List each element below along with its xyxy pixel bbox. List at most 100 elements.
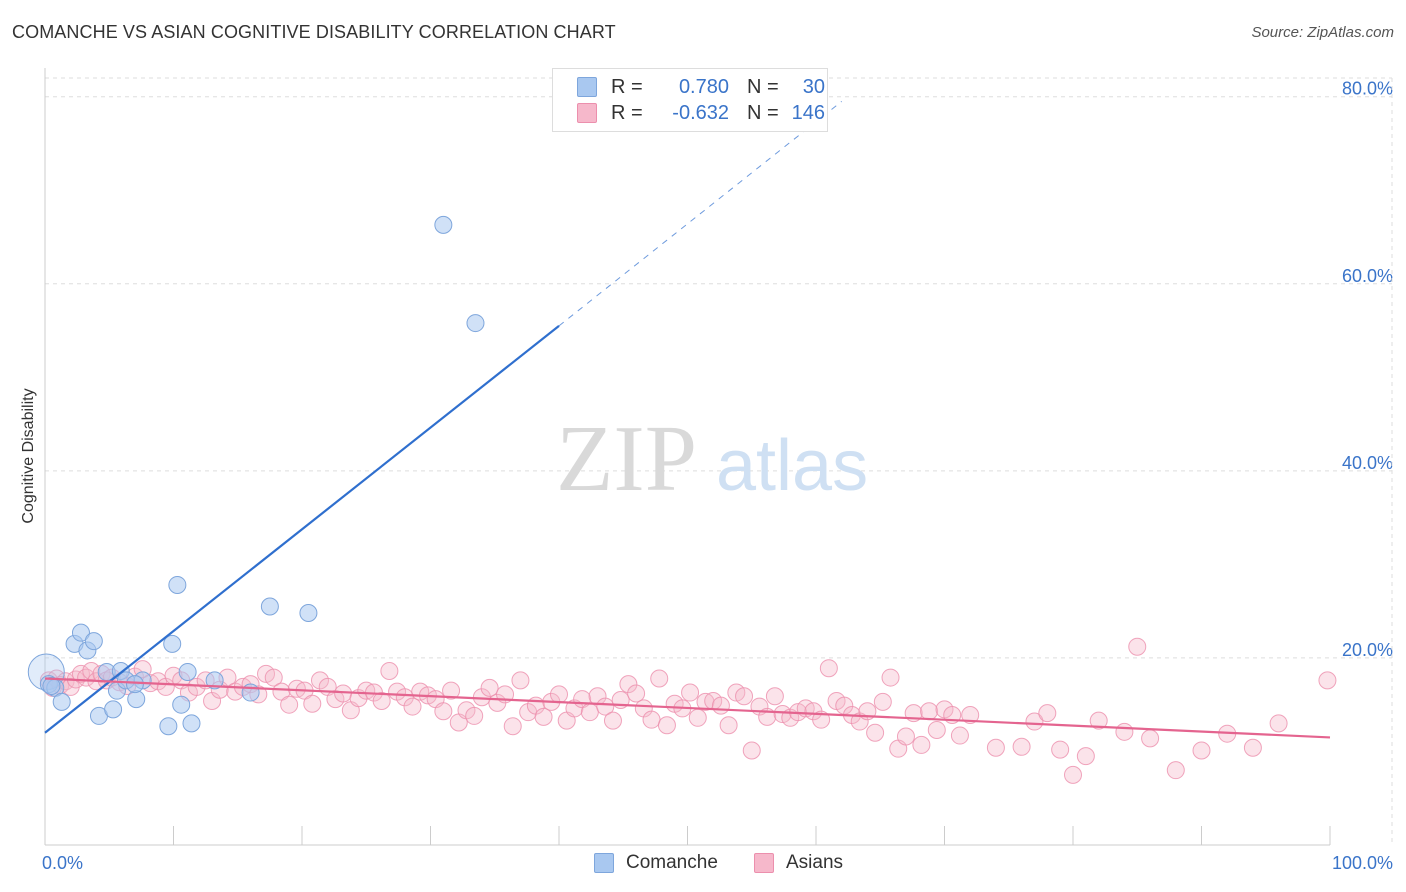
asian-point: [550, 685, 568, 704]
legend-r-value: -0.632: [672, 101, 729, 124]
asian-point: [372, 691, 391, 710]
asian-point: [1128, 637, 1147, 656]
bottom-legend-label-comanche: Comanche: [626, 852, 718, 873]
asian-point: [1269, 714, 1288, 733]
asian-point: [511, 671, 530, 690]
y-tick-label: 20.0%: [1342, 640, 1393, 660]
asian-point: [986, 738, 1005, 757]
asian-point: [711, 696, 730, 715]
comanche-point: [125, 675, 144, 694]
asian-point: [812, 710, 831, 729]
asian-point: [1025, 712, 1044, 731]
asian-points: [39, 637, 1337, 784]
asian-point: [735, 687, 754, 706]
legend-r-label: R =: [611, 75, 643, 98]
asian-point: [650, 669, 669, 688]
asian-point: [688, 708, 707, 727]
comanche-point: [466, 314, 485, 333]
asian-point: [1115, 722, 1134, 741]
asian-point: [681, 683, 700, 702]
bottom-legend-swatch-comanche: [594, 853, 614, 873]
comanche-point: [299, 604, 318, 623]
legend-swatch-asians: [577, 103, 597, 123]
comanche-point: [205, 671, 224, 690]
legend-r-label: R =: [611, 101, 643, 124]
asian-point: [881, 668, 900, 687]
asian-point: [357, 681, 376, 700]
asian-point: [866, 723, 885, 742]
asian-point: [642, 710, 661, 729]
asian-point: [480, 678, 499, 697]
comanche-point: [178, 662, 197, 681]
watermark-atlas: atlas: [716, 426, 868, 506]
comanche-point: [104, 700, 123, 719]
x-tick-label-start: 0.0%: [42, 853, 83, 873]
asian-point: [1166, 761, 1185, 780]
asian-point: [280, 695, 299, 714]
comanche-point: [163, 634, 182, 653]
asian-point: [596, 697, 615, 716]
correlation-legend: R = 0.780 N = 30 R = -0.632 N = 146: [552, 68, 828, 132]
comanche-point: [434, 215, 453, 234]
asian-point: [534, 707, 553, 726]
chart-title: COMANCHE VS ASIAN COGNITIVE DISABILITY C…: [12, 22, 616, 42]
x-tick-label-end: 100.0%: [1332, 853, 1393, 873]
trendlines: [44, 100, 1331, 739]
asian-point: [503, 717, 522, 736]
asian-point: [873, 692, 892, 711]
comanche-point: [52, 692, 71, 711]
comanche-points: [27, 215, 485, 736]
asian-point: [896, 727, 915, 746]
asian-point: [1089, 711, 1108, 730]
watermark-zip: ZIP: [556, 407, 697, 511]
asian-point: [950, 726, 969, 745]
asian-point: [1318, 671, 1337, 690]
comanche-trendline-extension: [558, 100, 843, 327]
comanche-point: [42, 676, 61, 695]
asian-point: [1192, 741, 1211, 760]
legend-n-label: N =: [747, 101, 779, 124]
legend-n-value: 146: [791, 101, 825, 124]
asian-point: [912, 735, 931, 754]
asian-point: [1064, 765, 1082, 784]
legend-row-comanche: R = 0.780 N = 30: [577, 75, 825, 99]
comanche-point: [172, 695, 191, 714]
asian-point: [580, 703, 599, 722]
asian-point: [264, 668, 283, 687]
comanche-point: [260, 597, 279, 616]
asian-point: [657, 716, 676, 735]
chart-source: Source: ZipAtlas.com: [1251, 24, 1394, 41]
asian-point: [742, 741, 761, 760]
asian-point: [465, 706, 484, 725]
asian-point: [303, 694, 322, 713]
comanche-point: [168, 575, 187, 594]
asian-point: [1141, 729, 1160, 748]
bottom-legend-comanche: Comanche: [594, 852, 718, 874]
asian-point: [696, 692, 715, 711]
asian-point: [1038, 704, 1057, 723]
comanche-point: [159, 717, 178, 736]
y-tick-label: 60.0%: [1342, 266, 1393, 286]
comanche-point: [84, 632, 103, 651]
legend-swatch-comanche: [577, 77, 597, 97]
asian-point: [310, 671, 329, 690]
asian-point: [1012, 737, 1031, 756]
zipatlas-watermark: ZIP atlas: [556, 407, 868, 511]
legend-n-value: 30: [802, 75, 825, 98]
legend-row-asians: R = -0.632 N = 146: [577, 101, 825, 125]
asian-point: [1243, 738, 1262, 757]
y-tick-label: 40.0%: [1342, 453, 1393, 473]
asian-point: [850, 712, 869, 731]
bottom-legend-label-asians: Asians: [786, 852, 844, 873]
asian-point: [403, 697, 422, 716]
asian-point: [619, 675, 638, 694]
asian-point: [627, 684, 646, 703]
legend-r-value: 0.780: [678, 75, 729, 98]
asian-point: [442, 681, 461, 700]
y-tick-label: 80.0%: [1342, 79, 1393, 99]
asian-point: [927, 720, 946, 739]
asian-point: [920, 702, 939, 721]
bottom-legend-swatch-asians: [754, 853, 774, 873]
comanche-trendline: [44, 325, 560, 734]
